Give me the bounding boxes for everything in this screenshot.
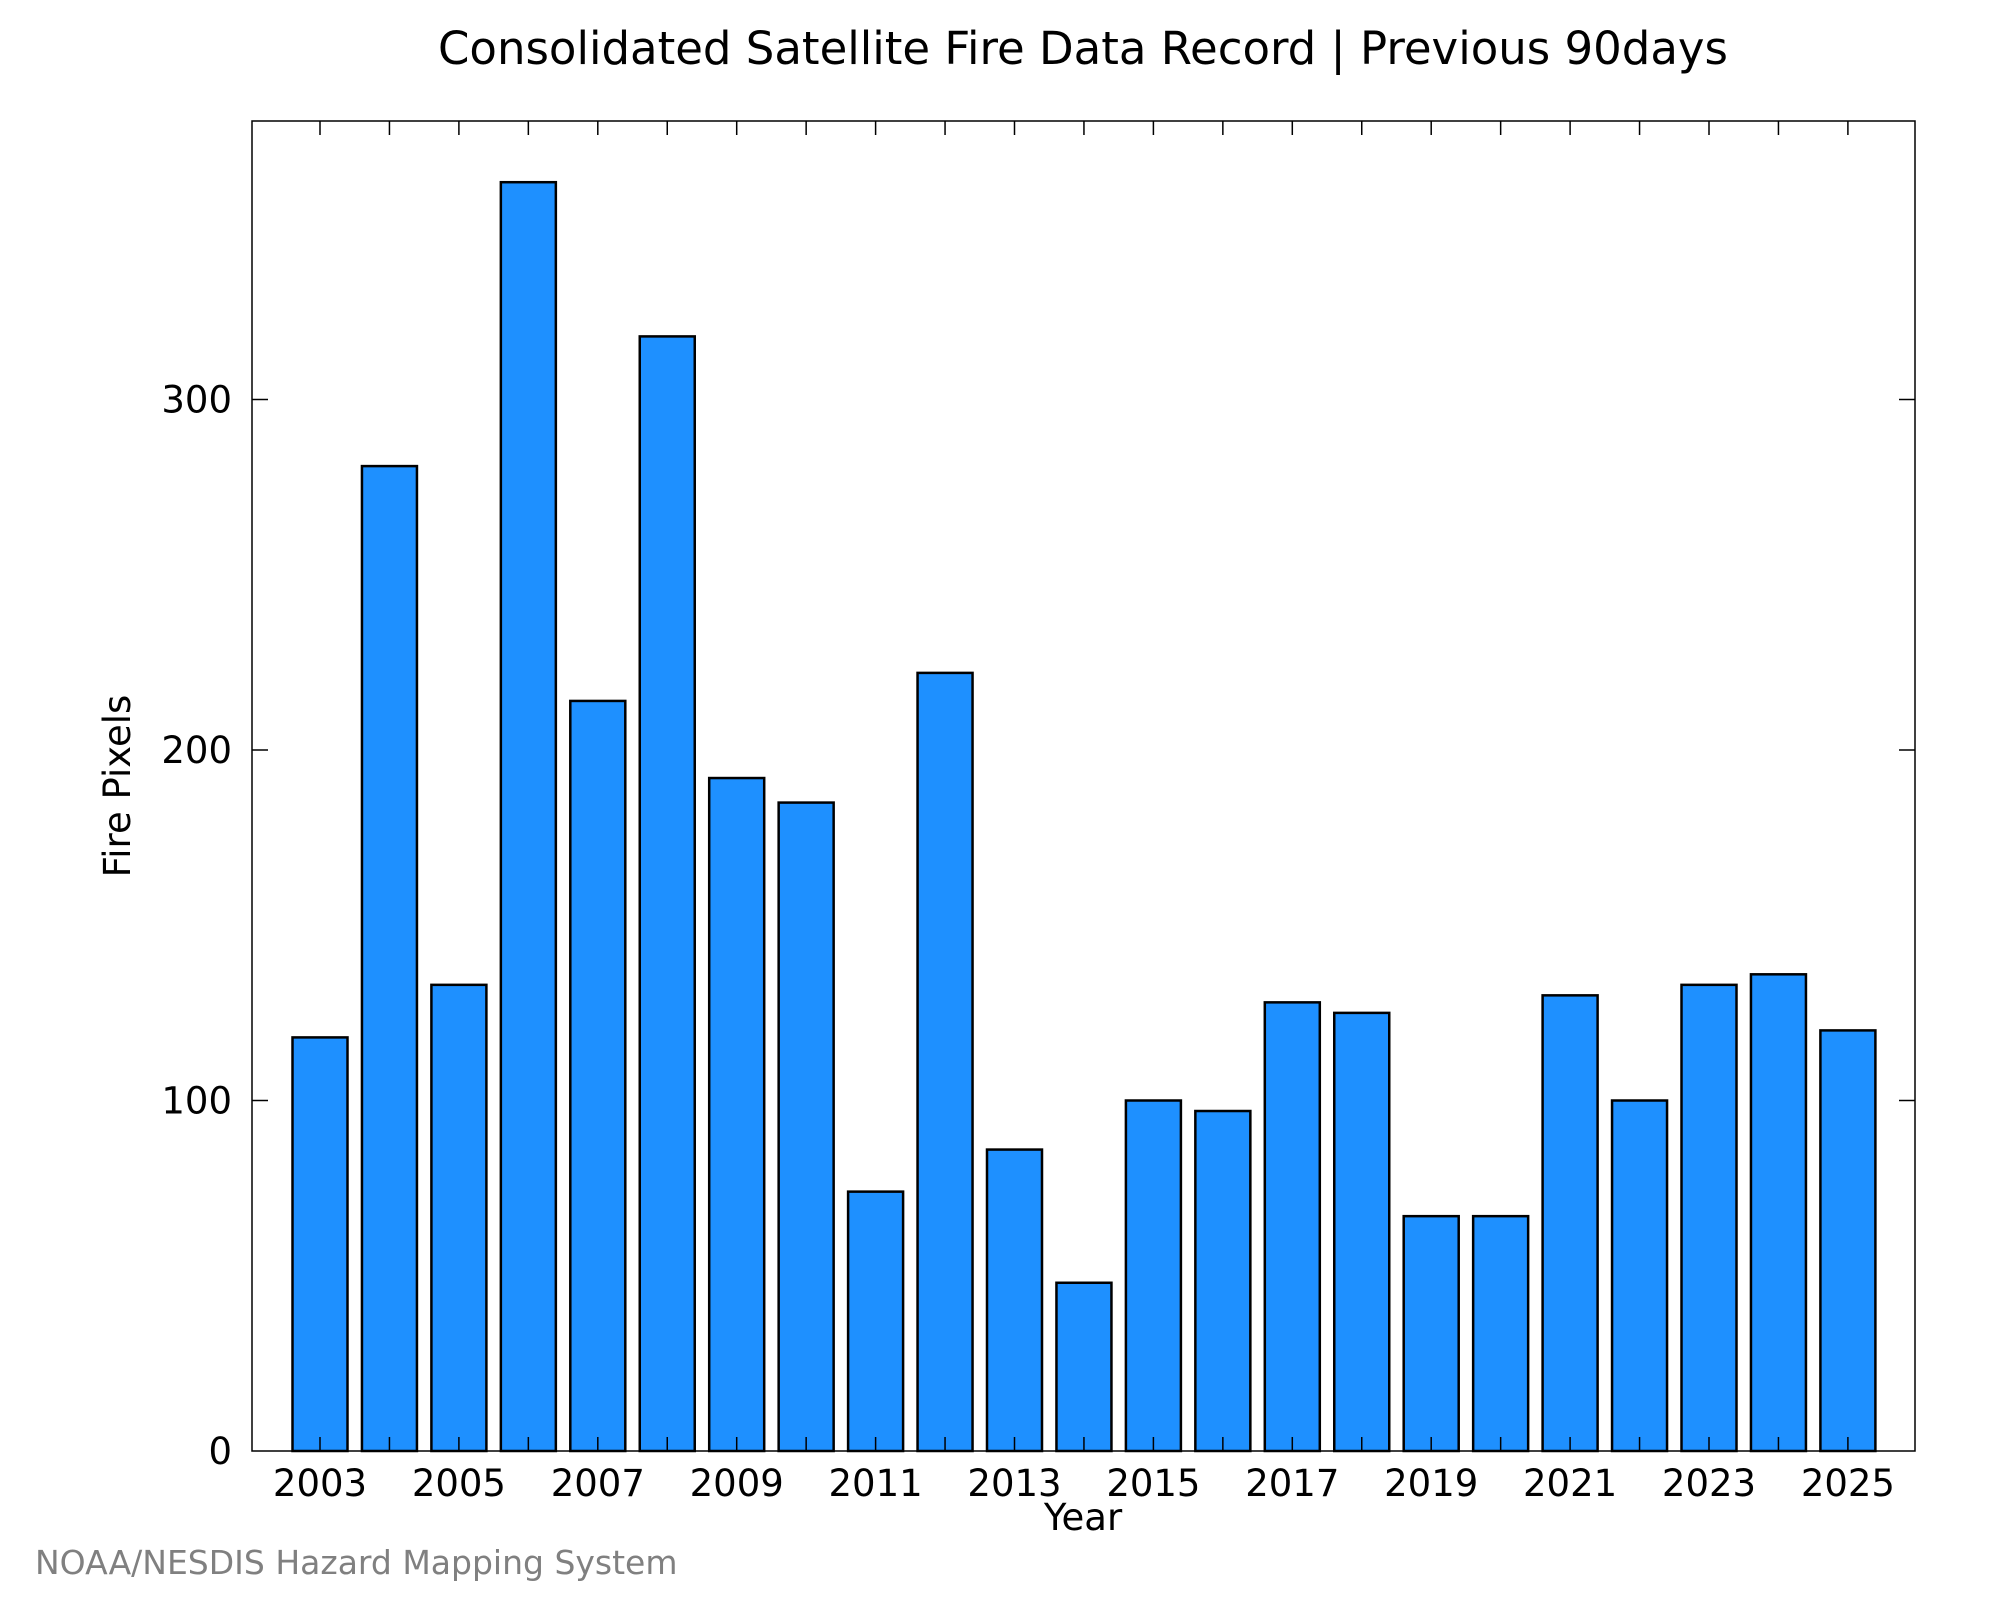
bars-layer xyxy=(291,180,1877,1453)
credit-text: NOAA/NESDIS Hazard Mapping System xyxy=(35,1543,678,1582)
bar-2018 xyxy=(1333,1011,1391,1453)
bar-2017 xyxy=(1263,1001,1322,1453)
bar-2015 xyxy=(1124,1099,1183,1453)
bar-2011 xyxy=(846,1190,905,1453)
bar-2025 xyxy=(1819,1029,1877,1453)
x-tick-label-2019: 2019 xyxy=(1384,1462,1478,1505)
x-tick-label-2007: 2007 xyxy=(551,1462,645,1505)
x-axis-label: Year xyxy=(1043,1496,1123,1539)
x-tick-label-2005: 2005 xyxy=(412,1462,506,1505)
x-tick-label-2025: 2025 xyxy=(1801,1462,1895,1505)
bar-2021 xyxy=(1541,994,1599,1453)
y-tick-label-0: 0 xyxy=(208,1430,232,1473)
bar-2022 xyxy=(1610,1099,1669,1453)
chart-title: Consolidated Satellite Fire Data Record … xyxy=(438,22,1728,75)
bar-2005 xyxy=(430,983,488,1453)
bar-2019 xyxy=(1402,1214,1460,1453)
bar-2013 xyxy=(985,1148,1044,1453)
y-axis-label: Fire Pixels xyxy=(96,695,139,878)
bar-2010 xyxy=(777,801,835,1453)
bar-2003 xyxy=(291,1036,349,1453)
x-tick-label-2013: 2013 xyxy=(967,1462,1061,1505)
x-tick-label-2015: 2015 xyxy=(1106,1462,1200,1505)
y-tick-label-100: 100 xyxy=(161,1080,232,1123)
bar-2007 xyxy=(569,699,627,1453)
bar-2004 xyxy=(360,464,419,1453)
bar-2016 xyxy=(1194,1109,1252,1453)
bar-2009 xyxy=(707,776,766,1453)
x-tick-label-2021: 2021 xyxy=(1523,1462,1617,1505)
ticks-layer xyxy=(252,121,1915,1451)
y-tick-label-300: 300 xyxy=(161,379,232,422)
bar-2014 xyxy=(1055,1281,1113,1453)
x-tick-label-2017: 2017 xyxy=(1245,1462,1339,1505)
y-tick-label-200: 200 xyxy=(161,729,232,772)
x-tick-label-2011: 2011 xyxy=(829,1462,923,1505)
bar-2012 xyxy=(916,671,974,1453)
x-tick-label-2003: 2003 xyxy=(273,1462,367,1505)
bar-2008 xyxy=(638,335,696,1453)
bar-2023 xyxy=(1680,983,1738,1453)
bar-2020 xyxy=(1471,1214,1530,1453)
bar-2006 xyxy=(499,180,558,1453)
bar-2024 xyxy=(1749,973,1808,1453)
tick-labels-layer: 2003 2005 2007 2009 2011 2013 2015 2017 2019 2021… xyxy=(161,379,1895,1506)
x-tick-label-2009: 2009 xyxy=(690,1462,784,1505)
x-tick-label-2023: 2023 xyxy=(1662,1462,1756,1505)
